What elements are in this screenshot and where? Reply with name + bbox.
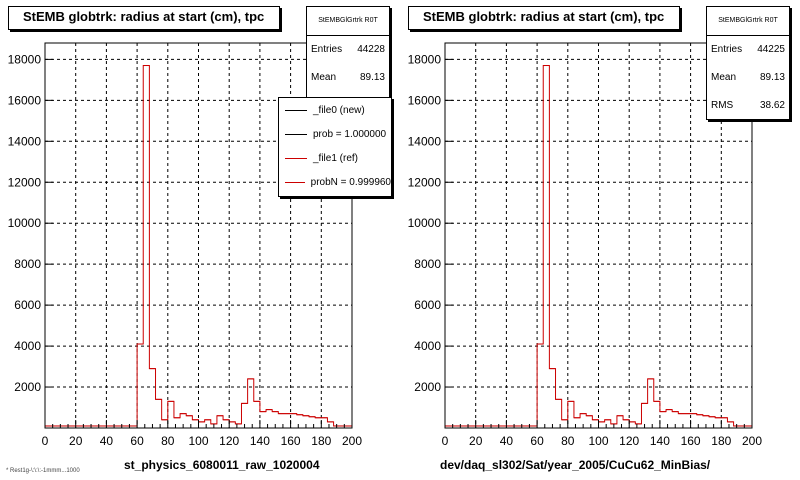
- legend-label-file0: _file0 (new): [313, 104, 365, 116]
- right-stats-name: StEMBGlGrtrk R0T: [707, 7, 789, 36]
- left-stats-mean-label: Mean: [311, 72, 337, 83]
- right-stats-entries-label: Entries: [711, 44, 743, 55]
- x-tick-label: 120: [219, 434, 239, 448]
- x-tick-label: 60: [530, 434, 544, 448]
- left-stats-name: StEMBGlGrtrk R0T: [307, 7, 389, 36]
- legend-entry-file0: _file0 (new): [279, 98, 391, 122]
- left-stats-entries-row: Entries 44228: [307, 36, 389, 64]
- left-histogram-title: StEMB globtrk: radius at start (cm), tpc: [8, 6, 280, 30]
- legend-label-probn: probN = 0.999960: [310, 176, 391, 188]
- legend-entry-prob: prob = 1.000000: [279, 122, 391, 146]
- right-x-axis-title: dev/daq_sl302/Sat/year_2005/CuCu62_MinBi…: [440, 458, 711, 472]
- y-tick-label: 8000: [414, 257, 441, 271]
- x-tick-label: 160: [681, 434, 701, 448]
- legend-swatch-black: [285, 133, 307, 135]
- right-histogram-title: StEMB globtrk: radius at start (cm), tpc: [408, 6, 680, 30]
- x-tick-label: 160: [281, 434, 301, 448]
- right-stats-entries-value: 44225: [757, 44, 785, 55]
- right-stats-rms-row: RMS 38.62: [707, 92, 789, 120]
- x-tick-label: 100: [588, 434, 608, 448]
- y-tick-label: 10000: [8, 216, 42, 230]
- x-tick-label: 60: [130, 434, 144, 448]
- legend-entry-probn: probN = 0.999960: [279, 170, 391, 194]
- legend-swatch-red: [285, 157, 307, 159]
- y-tick-label: 4000: [414, 339, 441, 353]
- y-tick-label: 18000: [8, 52, 42, 66]
- y-tick-label: 18000: [408, 52, 442, 66]
- x-tick-label: 0: [442, 434, 449, 448]
- y-tick-label: 6000: [14, 298, 41, 312]
- x-tick-label: 80: [561, 434, 575, 448]
- right-histogram-pad: 0 20 40 60 80 100 120 140 160 180 200 2000 4000 6000 8…: [400, 0, 800, 480]
- right-stats-entries-row: Entries 44225: [707, 36, 789, 64]
- left-histogram-plot: 0 20 40 60 80 100 120 140 160 180 200 2000 4000 6000 8…: [8, 42, 362, 448]
- left-histogram-pad: 0 20 40 60 80 100 120 140 160 180 200 2000 4000 6000 8…: [8, 6, 392, 472]
- y-tick-label: 16000: [408, 93, 442, 107]
- left-stats-entries-label: Entries: [311, 44, 343, 55]
- y-tick-label: 12000: [408, 175, 442, 189]
- right-histogram-plot: 0 20 40 60 80 100 120 140 160 180 200 2000 4000 6000 8…: [408, 42, 762, 448]
- x-tick-label: 200: [742, 434, 762, 448]
- legend-swatch-black: [285, 109, 307, 111]
- footnote-text: * Rest1g-\:\:\:-1mmm...1000: [6, 468, 80, 474]
- x-tick-label: 100: [188, 434, 208, 448]
- x-tick-label: 80: [161, 434, 175, 448]
- right-stats-box: StEMBGlGrtrk R0T Entries 44225 Mean 89.1…: [706, 6, 790, 120]
- y-tick-label: 6000: [414, 298, 441, 312]
- legend-entry-file1: _file1 (ref): [279, 146, 391, 170]
- x-tick-label: 140: [650, 434, 670, 448]
- x-tick-label: 20: [469, 434, 483, 448]
- left-x-axis-title: st_physics_6080011_raw_1020004: [124, 458, 320, 472]
- y-tick-label: 4000: [14, 339, 41, 353]
- y-tick-label: 16000: [8, 93, 42, 107]
- x-tick-label: 40: [100, 434, 114, 448]
- x-tick-label: 180: [711, 434, 731, 448]
- left-stats-mean-value: 89.13: [359, 72, 385, 83]
- y-tick-label: 2000: [14, 380, 41, 394]
- x-tick-label: 140: [250, 434, 270, 448]
- x-tick-label: 200: [342, 434, 362, 448]
- x-tick-label: 0: [42, 434, 49, 448]
- left-stats-entries-value: 44228: [357, 44, 385, 55]
- legend-label-file1: _file1 (ref): [313, 152, 359, 164]
- left-legend: _file0 (new) prob = 1.000000 _file1 (ref…: [278, 97, 392, 197]
- y-tick-label: 12000: [8, 175, 42, 189]
- y-tick-label: 2000: [414, 380, 441, 394]
- y-tick-label: 8000: [14, 257, 41, 271]
- right-stats-rms-value: 38.62: [759, 100, 785, 111]
- y-tick-label: 14000: [408, 134, 442, 148]
- legend-label-prob: prob = 1.000000: [313, 128, 387, 140]
- right-stats-mean-label: Mean: [711, 72, 737, 83]
- x-tick-label: 180: [311, 434, 331, 448]
- x-tick-label: 40: [500, 434, 514, 448]
- y-tick-label: 14000: [8, 134, 42, 148]
- right-stats-rms-label: RMS: [711, 100, 734, 111]
- right-stats-mean-row: Mean 89.13: [707, 64, 789, 92]
- left-stats-mean-row: Mean 89.13: [307, 64, 389, 92]
- x-tick-label: 20: [69, 434, 83, 448]
- legend-swatch-red: [285, 181, 305, 183]
- y-tick-label: 10000: [408, 216, 442, 230]
- right-stats-mean-value: 89.13: [759, 72, 785, 83]
- x-tick-label: 120: [619, 434, 639, 448]
